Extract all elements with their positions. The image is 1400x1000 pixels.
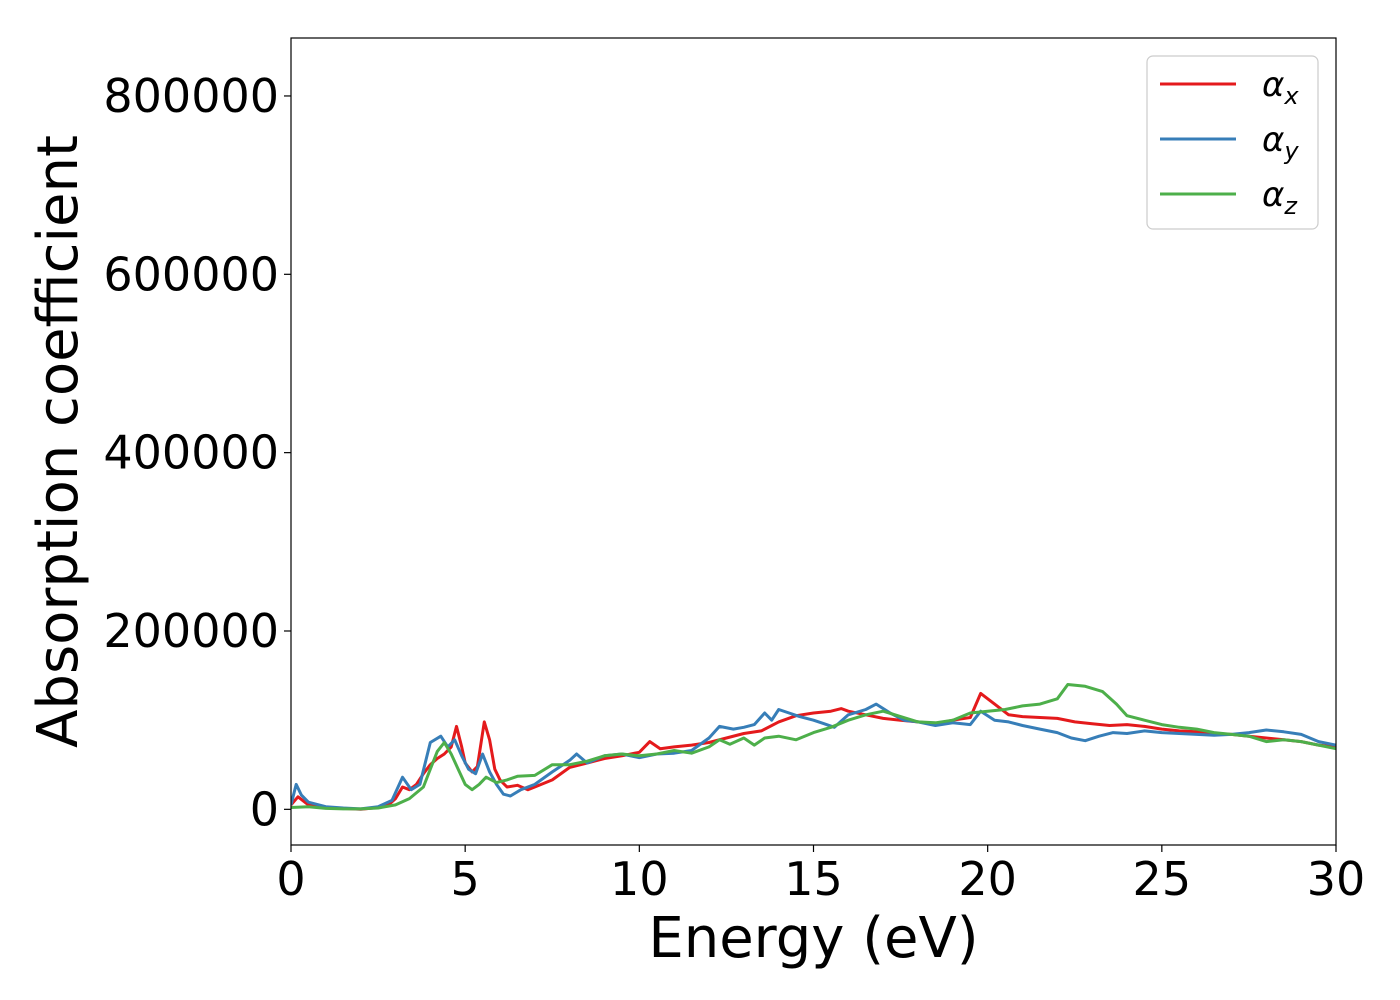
series-layer [291, 683, 1336, 811]
y-tick-label: 400000 [103, 426, 279, 480]
series-line-y [291, 702, 1336, 811]
x-tick-label: 30 [1307, 852, 1366, 906]
y-tick-label: 800000 [103, 69, 279, 123]
y-axis-ticks: 0 200000 400000 600000 800000 [103, 69, 291, 836]
x-tick-label: 25 [1133, 852, 1192, 906]
y-tick-label: 600000 [103, 247, 279, 301]
y-tick-label: 0 [250, 782, 279, 836]
x-axis-ticks: 0 5 10 15 20 25 30 [276, 845, 1365, 906]
x-tick-label: 15 [784, 852, 843, 906]
y-axis-title: Absorption coefficient [26, 135, 91, 748]
series-line-x [291, 691, 1336, 811]
x-tick-label: 0 [276, 852, 305, 906]
x-tick-label: 5 [451, 852, 480, 906]
y-tick-label: 200000 [103, 604, 279, 658]
legend-box [1146, 55, 1319, 230]
series-line-z [291, 683, 1336, 811]
x-axis-title: Energy (eV) [648, 906, 978, 971]
x-tick-label: 20 [958, 852, 1017, 906]
x-tick-label: 10 [610, 852, 669, 906]
